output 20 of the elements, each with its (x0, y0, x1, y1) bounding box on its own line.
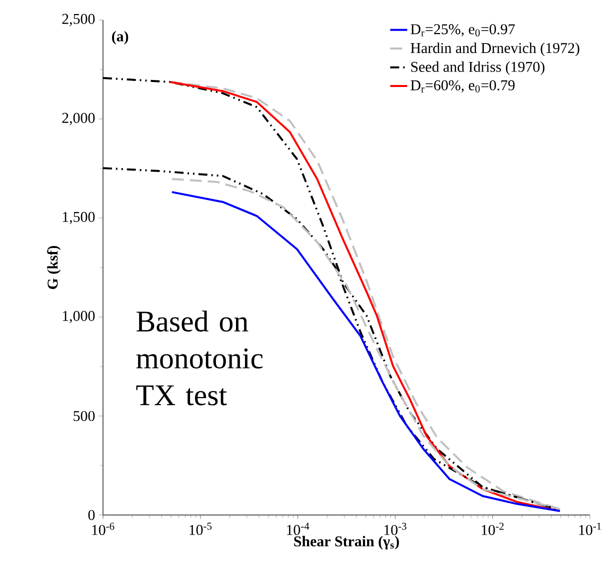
x-tick-label: 10$^{-1}$ (579, 522, 601, 536)
x-tick-label: 10$^{-3}$ (384, 522, 406, 536)
x-tick-label: 10$^{-2}$ (482, 522, 504, 536)
y-tick-label: 0 (88, 510, 95, 520)
legend-label: D$_{r}$=25%, e$_{0}$=0.97 (410, 24, 515, 36)
y-tick-label: 1,000 (62, 310, 95, 324)
annotation: (a) (112, 30, 128, 44)
y-tick-label: 1,500 (62, 212, 95, 224)
x-tick-label: 10$^{-6}$ (92, 522, 114, 536)
legend-label: D$_{r}$=60%, e$_{0}$=0.79 (410, 80, 515, 92)
y-tick-label: 2,500 (62, 14, 95, 26)
x-tick-label: 10$^{-5}$ (190, 522, 212, 535)
legend-label: Seed and Idriss (1970) (411, 61, 544, 75)
annotation: Based on monotonic TX test (136, 310, 263, 406)
x-tick-label: 10$^{-4}$ (287, 522, 310, 536)
y-tick-label: 500 (74, 410, 95, 422)
y-axis-title: G (ksf) (47, 246, 61, 289)
x-axis-title: Shear Strain (γ$_{s}$) (294, 536, 399, 550)
legend-label: Hardin and Drnevich (1972) (410, 42, 580, 56)
y-tick-label: 2,000 (62, 112, 95, 126)
